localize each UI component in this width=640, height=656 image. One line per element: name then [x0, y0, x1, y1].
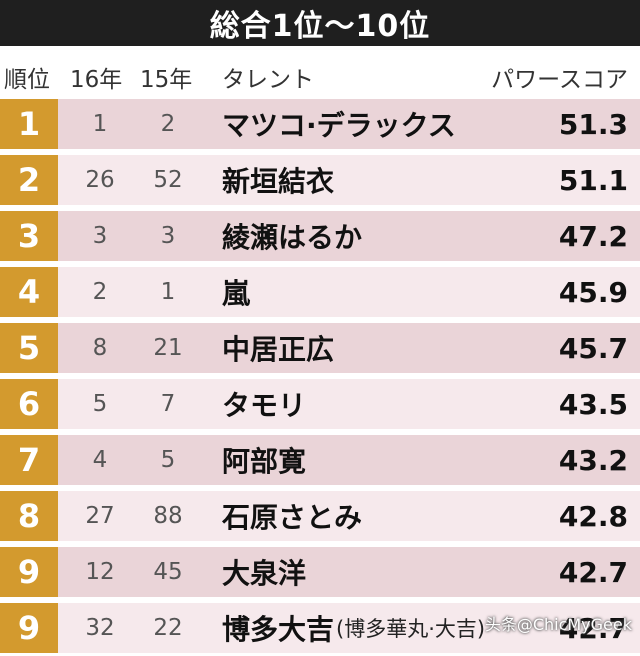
- rank-2015: 45: [153, 559, 183, 585]
- rank-2016: 27: [85, 503, 115, 529]
- table-row: 7 4 5 阿部寛 43.2: [0, 432, 640, 488]
- rank-2015: 3: [160, 223, 176, 249]
- rank-cell: 8: [0, 491, 58, 541]
- rank-2016: 5: [92, 391, 108, 417]
- rank-2015: 21: [153, 335, 183, 361]
- rank-2016: 26: [85, 167, 115, 193]
- rank-cell: 5: [0, 323, 58, 373]
- talent-name: 石原さとみ: [222, 501, 363, 534]
- talent-name: タモリ: [222, 389, 307, 422]
- table-row: 6 5 7 タモリ 43.5: [0, 376, 640, 432]
- power-score: 43.5: [558, 387, 628, 421]
- rank-cell: 3: [0, 211, 58, 261]
- power-score: 45.9: [558, 275, 628, 309]
- power-score: 51.1: [558, 163, 628, 197]
- header-2015: 15年: [140, 67, 193, 93]
- watermark: 头条@ChicMyGeek: [484, 615, 632, 634]
- power-score: 42.7: [558, 611, 628, 645]
- rank-cell: 2: [0, 155, 58, 205]
- table-row: 4 2 1 嵐 45.9: [0, 264, 640, 320]
- rank-2016: 12: [85, 559, 115, 585]
- table-row: 9 32 22 博多大吉 (博多華丸·大吉) 42.7: [0, 600, 640, 656]
- talent-name-note: (博多華丸·大吉): [336, 617, 486, 641]
- rank-cell: 6: [0, 379, 58, 429]
- talent-name: 中居正広: [222, 333, 335, 366]
- rank-2015: 52: [153, 167, 183, 193]
- power-score: 45.7: [558, 331, 628, 365]
- rank-2016: 3: [92, 223, 108, 249]
- rank-2015: 1: [160, 279, 176, 305]
- power-score: 51.3: [558, 107, 628, 141]
- table-row: 2 26 52 新垣結衣 51.1: [0, 152, 640, 208]
- power-score: 42.8: [558, 499, 628, 533]
- talent-name: 綾瀬はるか: [222, 221, 363, 254]
- talent-name: 博多大吉 (博多華丸·大吉): [222, 613, 486, 646]
- header-2016: 16年: [70, 67, 123, 93]
- header-row: 順位 16年 15年 タレント パワースコア: [0, 52, 640, 94]
- table-row: 5 8 21 中居正広 45.7: [0, 320, 640, 376]
- talent-name: 嵐: [222, 277, 251, 310]
- power-score: 42.7: [558, 555, 628, 589]
- rank-2015: 5: [160, 447, 176, 473]
- header-power-score: パワースコア: [491, 67, 628, 93]
- table-row: 3 3 3 綾瀬はるか 47.2: [0, 208, 640, 264]
- header-talent: タレント: [222, 67, 314, 93]
- power-score: 47.2: [558, 219, 628, 253]
- rank-cell: 9: [0, 547, 58, 597]
- rank-cell: 7: [0, 435, 58, 485]
- table-title: 総合1位～10位: [0, 0, 640, 46]
- talent-name: 阿部寛: [222, 445, 307, 478]
- rank-cell: 1: [0, 99, 58, 149]
- rank-2016: 4: [92, 447, 108, 473]
- power-score: 43.2: [558, 443, 628, 477]
- talent-name: 新垣結衣: [222, 165, 335, 198]
- rank-cell: 9: [0, 603, 58, 653]
- rank-2015: 2: [160, 111, 176, 137]
- talent-name: 大泉洋: [222, 557, 307, 590]
- rank-2015: 22: [153, 615, 183, 641]
- table-row: 9 12 45 大泉洋 42.7: [0, 544, 640, 600]
- rank-2016: 8: [92, 335, 108, 361]
- rank-2016: 1: [92, 111, 108, 137]
- rank-2016: 2: [92, 279, 108, 305]
- talent-name: マツコ·デラックス: [222, 109, 456, 142]
- rank-2015: 88: [153, 503, 183, 529]
- rank-2016: 32: [85, 615, 115, 641]
- header-rank: 順位: [4, 67, 50, 93]
- rank-cell: 4: [0, 267, 58, 317]
- table-row: 8 27 88 石原さとみ 42.8: [0, 488, 640, 544]
- table-row: 1 1 2 マツコ·デラックス 51.3: [0, 96, 640, 152]
- rank-2015: 7: [160, 391, 176, 417]
- table-body: 1 1 2 マツコ·デラックス 51.3 2 26 52 新垣結衣 51.1 3…: [0, 96, 640, 656]
